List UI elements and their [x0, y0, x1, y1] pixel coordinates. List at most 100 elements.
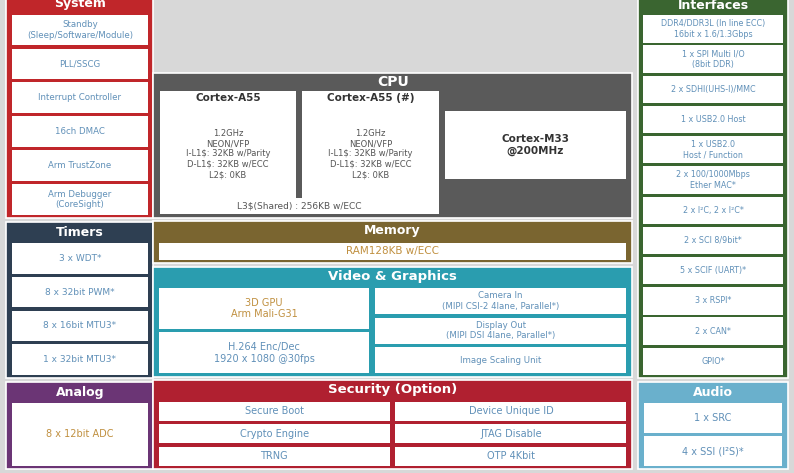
FancyBboxPatch shape — [643, 197, 783, 224]
Text: H.264 Enc/Dec
1920 x 1080 @30fps: H.264 Enc/Dec 1920 x 1080 @30fps — [214, 342, 314, 364]
Text: Cortex-A55 (#): Cortex-A55 (#) — [327, 93, 414, 104]
FancyBboxPatch shape — [6, 0, 153, 218]
Text: GPIO*: GPIO* — [701, 357, 725, 366]
FancyBboxPatch shape — [159, 288, 369, 329]
FancyBboxPatch shape — [159, 332, 369, 373]
FancyBboxPatch shape — [12, 403, 148, 466]
FancyBboxPatch shape — [12, 184, 148, 215]
FancyBboxPatch shape — [12, 150, 148, 181]
Text: 5 x SCIF (UART)*: 5 x SCIF (UART)* — [680, 266, 746, 275]
FancyBboxPatch shape — [12, 344, 148, 375]
FancyBboxPatch shape — [12, 116, 148, 147]
Text: 1 x USB2.0
Host / Function: 1 x USB2.0 Host / Function — [683, 140, 743, 159]
FancyBboxPatch shape — [643, 136, 783, 164]
Text: Device Unique ID: Device Unique ID — [468, 406, 553, 416]
Text: Crypto Engine: Crypto Engine — [240, 429, 309, 439]
FancyBboxPatch shape — [643, 106, 783, 133]
FancyBboxPatch shape — [303, 91, 439, 200]
FancyBboxPatch shape — [12, 277, 148, 307]
FancyBboxPatch shape — [159, 243, 626, 260]
Text: Camera In
(MIPI CSI-2 4lane, Parallel*): Camera In (MIPI CSI-2 4lane, Parallel*) — [442, 291, 559, 311]
FancyBboxPatch shape — [395, 447, 626, 466]
Text: 8 x 12bit ADC: 8 x 12bit ADC — [46, 429, 114, 439]
Text: OTP 4Kbit: OTP 4Kbit — [487, 451, 535, 461]
Text: Standby
(Sleep/Software/Module): Standby (Sleep/Software/Module) — [27, 20, 133, 40]
Text: JTAG Disable: JTAG Disable — [480, 429, 542, 439]
Text: RAM128KB w/ECC: RAM128KB w/ECC — [346, 246, 439, 256]
FancyBboxPatch shape — [643, 45, 783, 73]
Text: 1 x USB2.0 Host: 1 x USB2.0 Host — [680, 115, 746, 124]
FancyBboxPatch shape — [395, 402, 626, 421]
FancyBboxPatch shape — [643, 15, 783, 43]
Text: 4 x SSI (I²S)*: 4 x SSI (I²S)* — [682, 446, 744, 456]
FancyBboxPatch shape — [12, 49, 148, 79]
Text: 2 x I²C, 2 x I²C*: 2 x I²C, 2 x I²C* — [683, 206, 743, 215]
FancyBboxPatch shape — [12, 310, 148, 341]
Text: Secure Boot: Secure Boot — [245, 406, 304, 416]
Text: 3 x RSPI*: 3 x RSPI* — [695, 297, 731, 306]
Text: 8 x 16bit MTU3*: 8 x 16bit MTU3* — [43, 321, 117, 330]
Text: System: System — [54, 0, 106, 10]
Text: Arm TrustZone: Arm TrustZone — [48, 161, 111, 170]
FancyBboxPatch shape — [643, 287, 783, 315]
FancyBboxPatch shape — [644, 403, 782, 433]
Text: PLL/SSCG: PLL/SSCG — [60, 59, 100, 69]
Text: 2 x SDHI(UHS-I)/MMC: 2 x SDHI(UHS-I)/MMC — [671, 85, 755, 94]
FancyBboxPatch shape — [159, 424, 390, 443]
FancyBboxPatch shape — [159, 402, 390, 421]
FancyBboxPatch shape — [375, 317, 626, 344]
FancyBboxPatch shape — [643, 227, 783, 254]
Text: 3D GPU
Arm Mali-G31: 3D GPU Arm Mali-G31 — [231, 298, 298, 319]
Text: 1.2GHz
NEON/VFP
I-L1$: 32KB w/Parity
D-L1$: 32KB w/ECC
L2$: 0KB: 1.2GHz NEON/VFP I-L1$: 32KB w/Parity D-L… — [186, 129, 270, 179]
Text: Timers: Timers — [56, 226, 104, 239]
FancyBboxPatch shape — [159, 447, 390, 466]
Text: 8 x 32bit PWM*: 8 x 32bit PWM* — [45, 288, 114, 297]
Text: 1 x SPI Multi I/O
(8bit DDR): 1 x SPI Multi I/O (8bit DDR) — [681, 49, 745, 69]
Text: Security (Option): Security (Option) — [328, 383, 457, 396]
Text: 1 x 32bit MTU3*: 1 x 32bit MTU3* — [44, 355, 116, 364]
FancyBboxPatch shape — [643, 76, 783, 103]
Text: Audio: Audio — [693, 385, 733, 399]
Text: DDR4/DDR3L (In line ECC)
16bit x 1.6/1.3Gbps: DDR4/DDR3L (In line ECC) 16bit x 1.6/1.3… — [661, 19, 765, 38]
Text: Interrupt Controller: Interrupt Controller — [38, 93, 121, 102]
FancyBboxPatch shape — [375, 347, 626, 373]
Text: Memory: Memory — [364, 224, 421, 237]
FancyBboxPatch shape — [12, 15, 148, 45]
Text: 2 x 100/1000Mbps
Ether MAC*: 2 x 100/1000Mbps Ether MAC* — [676, 170, 750, 190]
Text: 2 x CAN*: 2 x CAN* — [695, 327, 731, 336]
Text: Video & Graphics: Video & Graphics — [328, 270, 457, 283]
Text: Cortex-A55: Cortex-A55 — [195, 93, 260, 104]
FancyBboxPatch shape — [6, 222, 153, 378]
FancyBboxPatch shape — [153, 267, 632, 377]
FancyBboxPatch shape — [643, 348, 783, 375]
FancyBboxPatch shape — [643, 166, 783, 194]
Text: Interfaces: Interfaces — [677, 0, 749, 12]
FancyBboxPatch shape — [644, 436, 782, 466]
Text: 3 x WDT*: 3 x WDT* — [59, 254, 101, 263]
FancyBboxPatch shape — [12, 82, 148, 113]
FancyBboxPatch shape — [153, 221, 632, 263]
FancyBboxPatch shape — [160, 198, 439, 214]
Text: Analog: Analog — [56, 385, 104, 399]
FancyBboxPatch shape — [375, 288, 626, 314]
Text: Arm Debugger
(CoreSight): Arm Debugger (CoreSight) — [48, 190, 111, 209]
FancyBboxPatch shape — [445, 112, 626, 179]
FancyBboxPatch shape — [395, 424, 626, 443]
FancyBboxPatch shape — [12, 243, 148, 273]
Text: TRNG: TRNG — [260, 451, 288, 461]
FancyBboxPatch shape — [638, 0, 788, 378]
Text: CPU: CPU — [377, 75, 408, 89]
Text: Cortex-M33
@200MHz: Cortex-M33 @200MHz — [502, 134, 569, 156]
FancyBboxPatch shape — [6, 382, 153, 469]
FancyBboxPatch shape — [153, 73, 632, 218]
Text: Image Scaling Unit: Image Scaling Unit — [460, 356, 542, 365]
Text: 2 x SCI 8/9bit*: 2 x SCI 8/9bit* — [684, 236, 742, 245]
Text: 1.2GHz
NEON/VFP
I-L1$: 32KB w/Parity
D-L1$: 32KB w/ECC
L2$: 0KB: 1.2GHz NEON/VFP I-L1$: 32KB w/Parity D-L… — [329, 129, 413, 179]
Text: L3$(Shared) : 256KB w/ECC: L3$(Shared) : 256KB w/ECC — [237, 201, 361, 210]
Text: 1 x SRC: 1 x SRC — [694, 413, 732, 423]
Text: 16ch DMAC: 16ch DMAC — [55, 127, 105, 136]
FancyBboxPatch shape — [153, 380, 632, 469]
FancyBboxPatch shape — [643, 317, 783, 345]
FancyBboxPatch shape — [160, 91, 296, 200]
FancyBboxPatch shape — [643, 257, 783, 284]
